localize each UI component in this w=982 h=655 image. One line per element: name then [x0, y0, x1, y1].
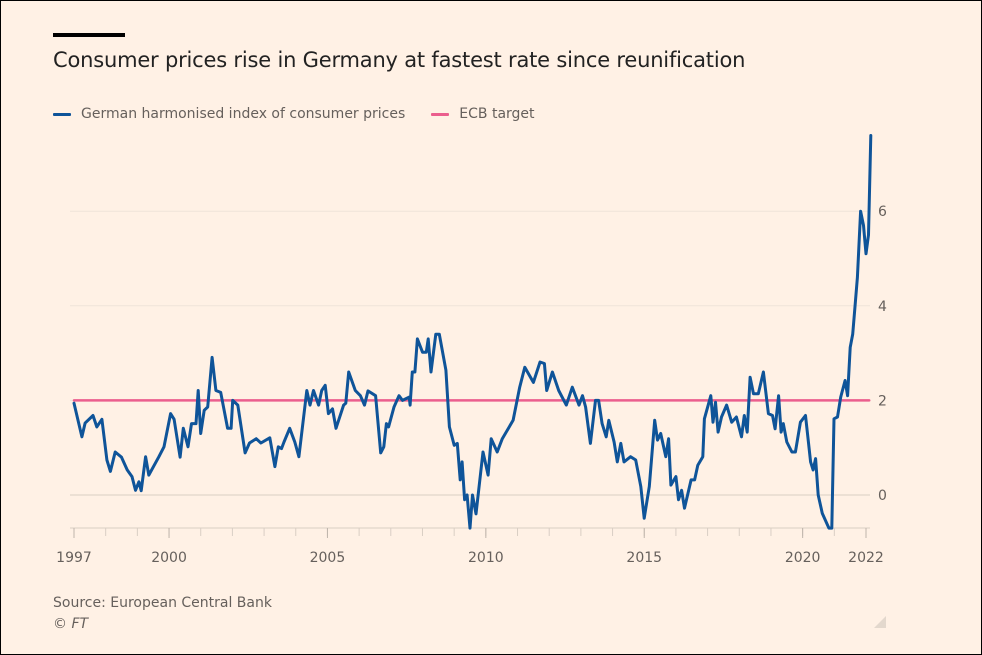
x-tick-label: 2005: [310, 550, 346, 566]
x-tick-label: 2020: [785, 550, 821, 566]
title-accent-bar: [53, 33, 125, 37]
x-tick-label: 1997: [56, 550, 92, 566]
x-tick-label: 2015: [626, 550, 662, 566]
series-line-hicp: [72, 134, 873, 530]
legend-item-ecb: ECB target: [431, 106, 535, 122]
legend-item-hicp: German harmonised index of consumer pric…: [53, 106, 405, 122]
legend: German harmonised index of consumer pric…: [53, 106, 561, 122]
chart-title: Consumer prices rise in Germany at faste…: [53, 48, 746, 72]
y-tick-label: 6: [878, 204, 887, 220]
resize-handle-icon[interactable]: [874, 616, 886, 628]
x-tick-label: 2010: [468, 550, 504, 566]
legend-swatch-ecb: [431, 112, 450, 116]
ft-credit: © FT: [53, 616, 89, 632]
x-tick-label: 2000: [151, 550, 187, 566]
legend-label-ecb: ECB target: [459, 106, 535, 122]
source-note: Source: European Central Bank: [53, 595, 272, 611]
y-tick-label: 2: [878, 393, 887, 409]
legend-label-hicp: German harmonised index of consumer pric…: [81, 106, 406, 122]
y-tick-label: 0: [878, 488, 887, 504]
y-tick-label: 4: [878, 299, 887, 315]
legend-swatch-hicp: [53, 112, 71, 116]
x-tick-label: 2022: [848, 550, 884, 566]
